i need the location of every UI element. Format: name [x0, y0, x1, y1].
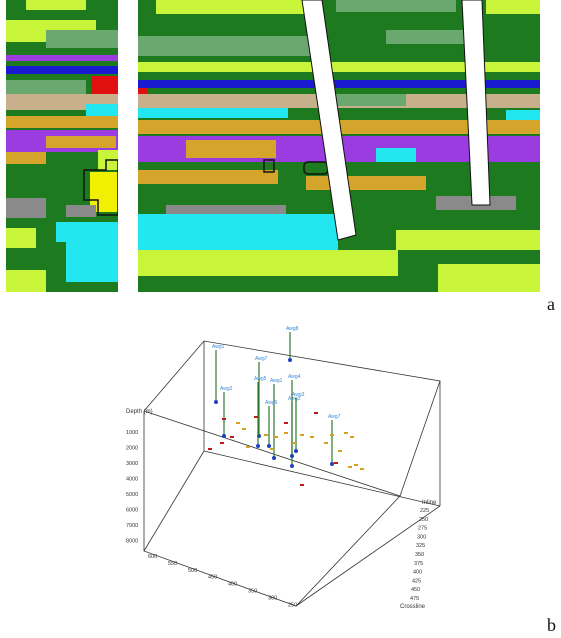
well-label: Awg7 — [255, 356, 268, 362]
crossline-tick-label: 350 — [248, 589, 257, 595]
well-marker — [294, 449, 298, 453]
cluster-marker — [236, 422, 240, 424]
cluster-marker — [314, 412, 318, 414]
well-label: Awg6 — [265, 400, 278, 406]
inline-tick-label: 250 — [419, 517, 428, 523]
cluster-marker — [292, 442, 296, 444]
panel-letter-b: b — [547, 615, 556, 635]
crossline-tick-label: 550 — [168, 561, 177, 567]
well-path-right — [461, 0, 491, 206]
well-label: Awg8 — [286, 326, 299, 332]
crossline-tick-label: 300 — [268, 595, 277, 601]
panel-a-facies-map — [6, 0, 540, 292]
well-label: Awg5 — [254, 376, 267, 382]
depth-tick-label: 8000 — [126, 539, 138, 545]
crossline-tick-label: 450 — [208, 575, 217, 581]
crossline-tick-label: 250 — [288, 602, 297, 608]
cluster-marker — [222, 418, 226, 420]
well-label: Awg3 — [292, 392, 305, 398]
facies-block-left — [6, 0, 119, 292]
depth-tick-label: 1000 — [126, 430, 138, 436]
well-marker — [290, 454, 294, 458]
crossline-tick-label: 400 — [228, 582, 237, 588]
cluster-marker — [284, 422, 288, 424]
cluster-marker — [344, 432, 348, 434]
cluster-marker — [348, 466, 352, 468]
crossline-axis: 600 550 500 450 400 350 300 250 — [148, 554, 297, 608]
well-marker — [214, 400, 218, 404]
cluster-marker — [350, 436, 354, 438]
well-path-middle — [301, 0, 357, 241]
inline-tick-label: 450 — [411, 587, 420, 593]
inline-tick-label: 375 — [414, 561, 423, 567]
inline-tick-label: 275 — [418, 526, 427, 532]
cluster-marker — [264, 434, 268, 436]
inline-axis-label: Inline — [422, 500, 437, 506]
cluster-marker — [270, 448, 274, 450]
clusters — [208, 412, 364, 486]
cluster-marker — [208, 448, 212, 450]
well-gap-left — [118, 0, 138, 292]
bounding-box — [143, 340, 441, 607]
depth-tick-label: 5000 — [126, 492, 138, 498]
well-plot-svg: 1000 2000 3000 4000 5000 6000 7000 8000 600 550 5… — [126, 326, 441, 610]
well-marker — [222, 434, 226, 438]
inline-tick-label: 225 — [420, 508, 429, 514]
inline-tick-label: 325 — [416, 543, 425, 549]
panel-b-3d-well-plot: 1000 2000 3000 4000 5000 6000 7000 8000 600 550 5… — [124, 316, 452, 610]
cluster-marker — [220, 442, 224, 444]
cluster-marker — [230, 436, 234, 438]
cluster-marker — [354, 464, 358, 466]
cluster-marker — [242, 428, 246, 430]
cluster-marker — [300, 434, 304, 436]
cluster-marker — [338, 450, 342, 452]
well-marker — [290, 464, 294, 468]
well-marker — [330, 462, 334, 466]
inline-tick-label: 300 — [417, 534, 426, 540]
depth-tick-label: 4000 — [126, 477, 138, 483]
inline-tick-label: 350 — [415, 552, 424, 558]
inline-tick-label: 475 — [410, 596, 419, 602]
crossline-tick-label: 600 — [148, 554, 157, 560]
depth-axis: 1000 2000 3000 4000 5000 6000 7000 8000 — [126, 430, 138, 545]
well-marker — [256, 444, 260, 448]
panel-letter-a: a — [547, 294, 555, 314]
crossline-axis-label: Crossline — [400, 604, 426, 610]
depth-tick-label: 2000 — [126, 446, 138, 452]
cluster-marker — [360, 468, 364, 470]
cluster-marker — [274, 436, 278, 438]
well-marker — [288, 358, 292, 362]
cluster-marker — [324, 442, 328, 444]
cluster-marker — [310, 436, 314, 438]
well-marker — [267, 444, 271, 448]
crossline-tick-label: 500 — [188, 568, 197, 574]
inline-tick-label: 400 — [413, 570, 422, 576]
cluster-marker — [334, 462, 338, 464]
depth-tick-label: 7000 — [126, 523, 138, 529]
well-label: Awg2 — [288, 396, 301, 402]
cluster-marker — [246, 446, 250, 448]
depth-tick-label: 3000 — [126, 461, 138, 467]
cluster-marker — [300, 484, 304, 486]
cluster-marker — [330, 434, 334, 436]
cluster-marker — [254, 416, 258, 418]
inline-tick-label: 425 — [412, 578, 421, 584]
depth-tick-label: 6000 — [126, 508, 138, 514]
cluster-marker — [284, 432, 288, 434]
well-marker — [272, 456, 276, 460]
well-label: Awg7 — [328, 414, 341, 420]
facies-map-svg — [6, 0, 540, 292]
well-label: Awg4 — [288, 374, 301, 380]
inline-axis: 225 250 275 300 325 350 375 400 425 450 475 — [410, 508, 429, 602]
depth-axis-label: Depth (m) — [126, 409, 153, 415]
well-label: Awg1 — [270, 378, 283, 384]
well-label: Awg2 — [220, 386, 233, 392]
well-label: Awg1 — [212, 344, 225, 350]
